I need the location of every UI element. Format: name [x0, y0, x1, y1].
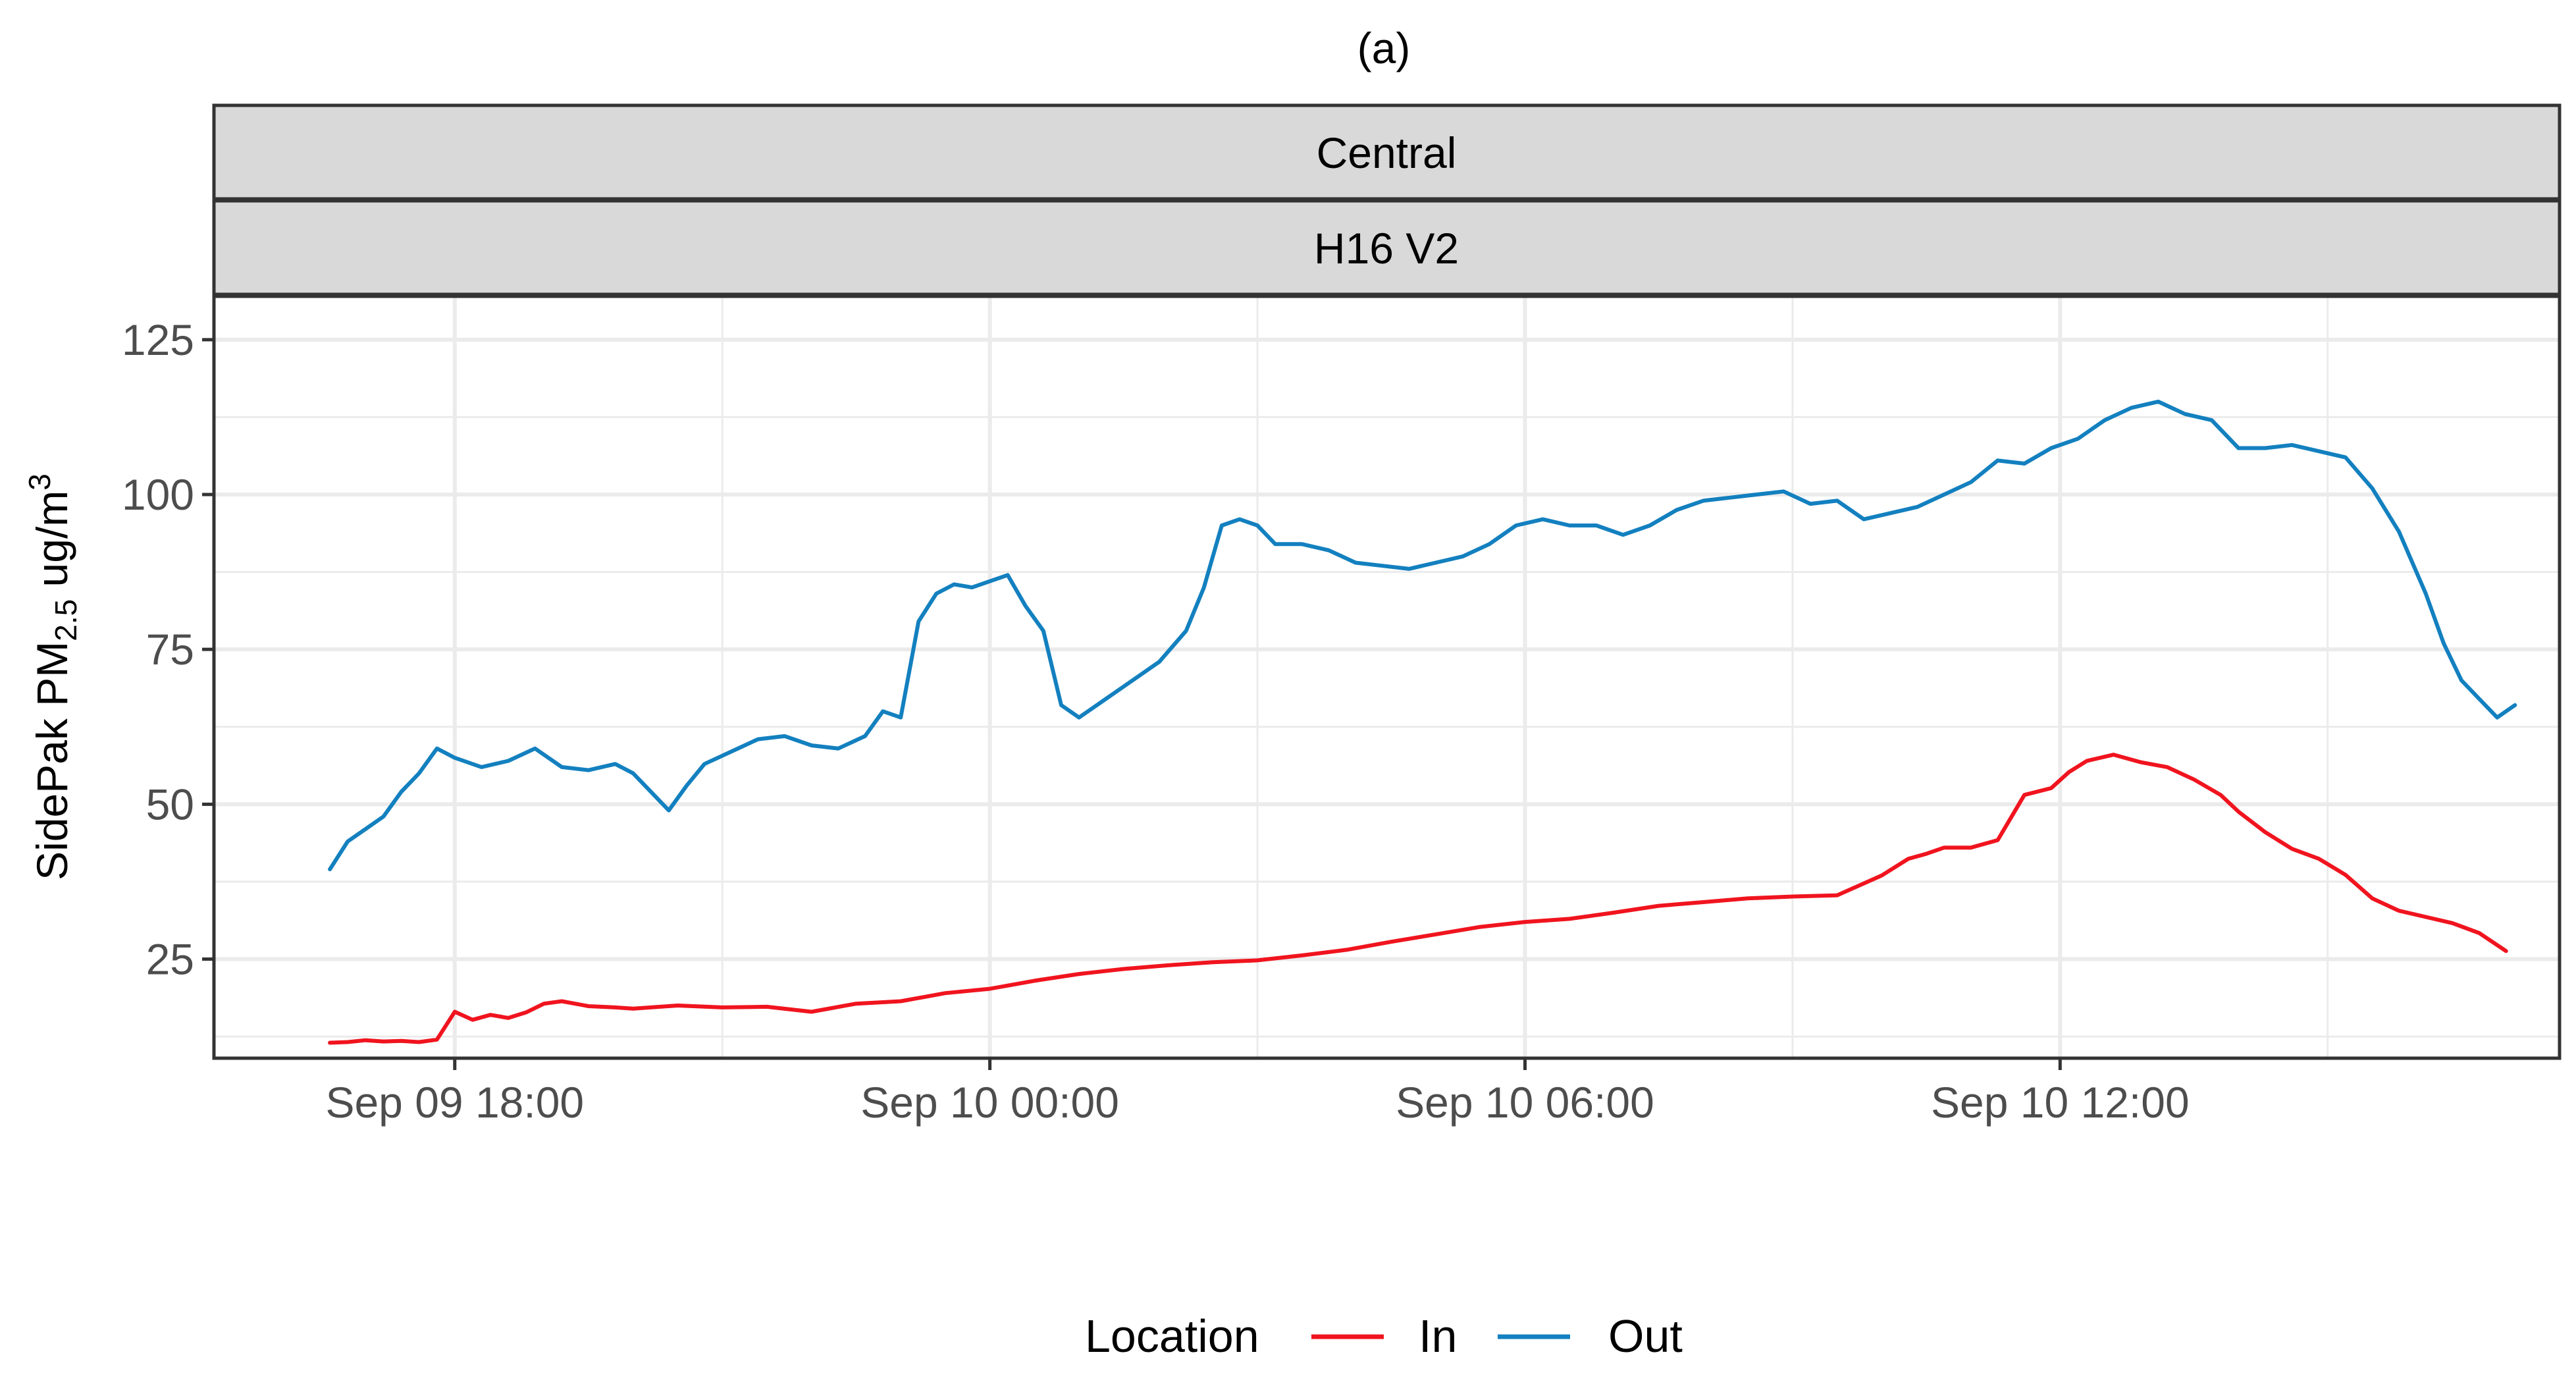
y-tick-label: 50	[146, 780, 194, 828]
facet-strip-2	[212, 199, 2562, 296]
plot-panel-border	[212, 294, 2562, 1060]
y-axis-title-unit: ug/m	[28, 491, 76, 599]
facet-strip-1-label: Central	[1317, 128, 1457, 177]
plot-panel-background	[214, 296, 2560, 1058]
chart-title: (a)	[1357, 24, 1411, 72]
facet-strip-2-label: H16 V2	[1314, 224, 1459, 273]
y-axis: 25 50 75 100 125	[122, 315, 214, 983]
legend: Location In Out	[1085, 1310, 1683, 1362]
series-line-out	[328, 399, 2517, 872]
legend-label-in: In	[1419, 1310, 1457, 1362]
series-lines	[328, 399, 2517, 1045]
y-axis-title-superscript: 3	[22, 473, 57, 491]
y-tick-label: 125	[122, 315, 194, 364]
y-tick-label: 75	[146, 625, 194, 674]
series-line-in	[328, 753, 2508, 1045]
x-tick-label: Sep 09 18:00	[325, 1078, 584, 1127]
y-axis-title-main: SidePak PM	[28, 641, 76, 880]
gridlines	[214, 296, 2560, 1058]
y-axis-title-subscript: 2.5	[49, 599, 83, 641]
x-tick-label: Sep 10 00:00	[860, 1078, 1119, 1127]
legend-label-out: Out	[1608, 1310, 1683, 1362]
y-axis-title: SidePak PM2.5 ug/m3	[22, 473, 83, 880]
facet-strip-1	[212, 103, 2562, 201]
y-tick-label: 100	[122, 470, 194, 519]
x-tick-label: Sep 10 12:00	[1931, 1078, 2190, 1127]
x-tick-label: Sep 10 06:00	[1396, 1078, 1654, 1127]
x-axis: Sep 09 18:00 Sep 10 00:00 Sep 10 06:00 Sep …	[325, 1058, 2190, 1127]
legend-title: Location	[1085, 1310, 1259, 1362]
y-tick-label: 25	[146, 934, 194, 983]
